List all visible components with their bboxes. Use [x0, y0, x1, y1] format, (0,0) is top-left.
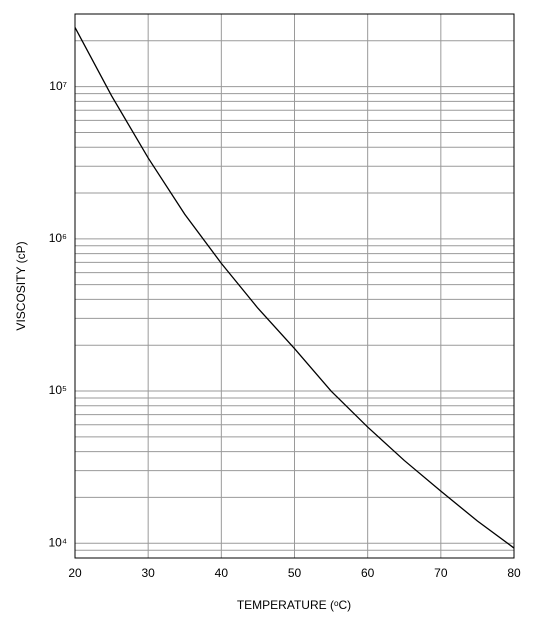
- x-axis-label: TEMPERATURE (ᵒC): [237, 598, 351, 612]
- y-axis-label: VISCOSITY (cP): [14, 241, 28, 330]
- x-tick-label: 50: [288, 566, 302, 580]
- x-tick-label: 70: [434, 566, 448, 580]
- x-tick-label: 80: [507, 566, 521, 580]
- x-tick-label: 40: [215, 566, 229, 580]
- x-tick-label: 60: [361, 566, 375, 580]
- y-tick-label: 10⁴: [48, 535, 67, 549]
- x-tick-label: 20: [68, 566, 82, 580]
- plot-frame: [74, 13, 515, 559]
- y-tick-label: 10⁵: [49, 383, 67, 397]
- x-tick-label: 30: [141, 566, 155, 580]
- y-tick-label: 10⁷: [49, 79, 67, 93]
- curve: [74, 27, 515, 549]
- y-tick-label: 10⁶: [49, 231, 67, 245]
